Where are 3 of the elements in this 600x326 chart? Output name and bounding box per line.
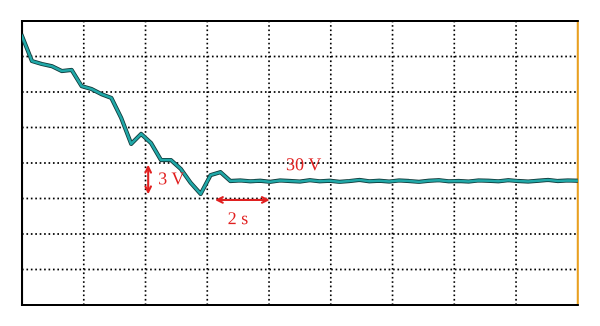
annotation: 3 V <box>159 172 184 185</box>
annotation: 30 V <box>286 158 322 170</box>
annotation: 2 s <box>228 212 248 224</box>
